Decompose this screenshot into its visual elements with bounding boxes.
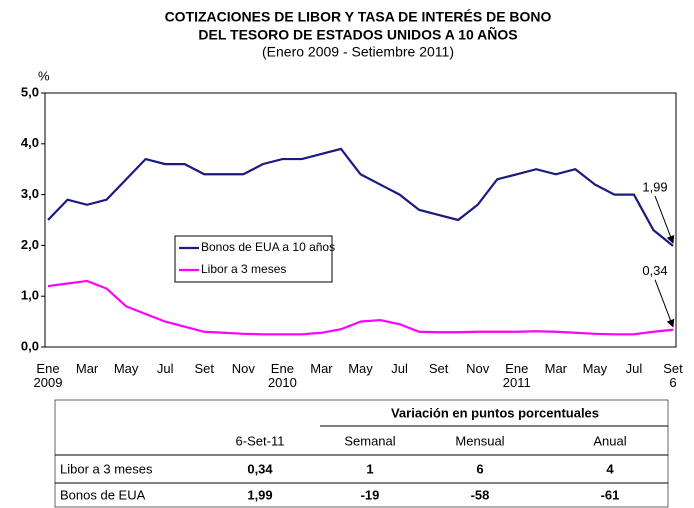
x-tick-label: May: [583, 361, 608, 376]
y-tick-label: 0,0: [21, 338, 39, 353]
table-column-header: 6-Set-11: [236, 433, 285, 448]
series-line: [47, 147, 674, 247]
plot-frame: [44, 92, 677, 348]
x-tick-label: Jul: [626, 361, 643, 376]
table-cell: 4: [606, 461, 614, 476]
x-tick-label: Set 6: [663, 361, 683, 390]
x-tick-label: Mar: [310, 361, 333, 376]
table-row-label: Bonos de EUA: [60, 487, 146, 502]
table-cell: 0,34: [247, 461, 273, 476]
table-column-header: Anual: [593, 433, 626, 448]
table-cell: 6: [476, 461, 483, 476]
legend-box: [174, 235, 333, 283]
table-column-header: Semanal: [344, 433, 395, 448]
y-tick-label: 4,0: [21, 135, 39, 150]
series-line: [47, 279, 674, 336]
chart-title: DEL TESORO DE ESTADOS UNIDOS A 10 AÑOS: [198, 26, 517, 43]
table-cell: -19: [361, 487, 380, 502]
x-tick-label: Ene 2010: [268, 361, 297, 390]
table-frame: [54, 399, 669, 508]
x-tick-label: Ene 2011: [503, 361, 531, 390]
table-cell: 1,99: [247, 487, 272, 502]
x-tick-label: Jul: [391, 361, 408, 376]
legend-label: Libor a 3 meses: [201, 262, 286, 276]
end-arrow: [654, 279, 675, 328]
x-tick-label: Mar: [545, 361, 568, 376]
x-tick-label: May: [348, 361, 373, 376]
y-tick-label: 3,0: [21, 186, 39, 201]
end-label: 0,34: [642, 263, 667, 278]
table-group-header: Variación en puntos porcentuales: [391, 405, 599, 420]
chart-subtitle: (Enero 2009 - Setiembre 2011): [262, 44, 454, 60]
y-axis-label: %: [38, 68, 50, 83]
x-tick-label: Set: [194, 361, 214, 376]
y-tick-label: 2,0: [21, 237, 39, 252]
legend-label: Bonos de EUA a 10 años: [201, 240, 335, 254]
end-arrow: [654, 195, 675, 244]
table-column-header: Mensual: [455, 433, 504, 448]
table-cell: -58: [471, 487, 490, 502]
chart-title: COTIZACIONES DE LIBOR Y TASA DE INTERÉS …: [165, 9, 552, 25]
y-tick-label: 5,0: [21, 84, 39, 99]
x-tick-label: Nov: [466, 361, 490, 376]
table-cell: -61: [601, 487, 620, 502]
table-cell: 1: [366, 461, 373, 476]
x-tick-label: Jul: [157, 361, 174, 376]
x-tick-label: May: [114, 361, 139, 376]
x-tick-label: Nov: [232, 361, 256, 376]
end-label: 1,99: [642, 179, 667, 194]
x-tick-label: Set: [429, 361, 449, 376]
x-tick-label: Mar: [76, 361, 99, 376]
y-tick-label: 1,0: [21, 288, 39, 303]
table-row-label: Libor a 3 meses: [60, 461, 153, 476]
x-tick-label: Ene 2009: [34, 361, 63, 390]
